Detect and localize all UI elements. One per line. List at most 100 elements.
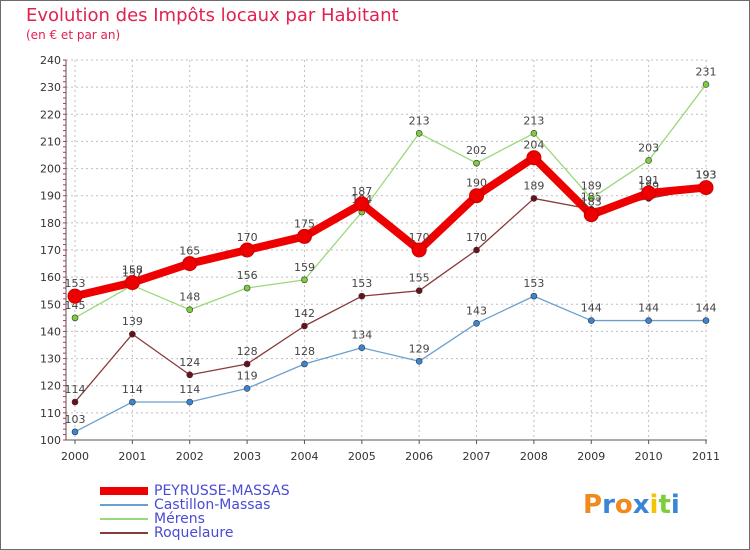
logo-letter: o <box>614 490 633 520</box>
data-label-m-rens: 231 <box>696 65 717 78</box>
data-label-peyrusse-massas: 183 <box>581 196 602 209</box>
point-roquelaure <box>129 330 136 338</box>
chart-subtitle: (en € et par an) <box>26 28 121 42</box>
point-peyrusse-massas <box>296 228 312 244</box>
point-peyrusse-massas <box>583 207 599 223</box>
point-peyrusse-massas <box>641 185 657 201</box>
logo-letter: x <box>632 490 650 520</box>
x-tick-label: 2011 <box>692 450 720 463</box>
series-line-m-rens <box>74 83 707 319</box>
data-label-roquelaure: 153 <box>351 277 372 290</box>
y-tick-label: 160 <box>40 271 61 284</box>
data-label-roquelaure: 114 <box>65 383 86 396</box>
proxiti-logo: Proxiti <box>583 490 680 520</box>
point-m-rens <box>301 276 308 284</box>
series-line-peyrusse-massas <box>71 153 710 301</box>
point-castillon-massas <box>186 398 194 406</box>
point-roquelaure <box>473 246 480 254</box>
point-m-rens <box>702 81 710 88</box>
logo-letter: i <box>649 490 659 520</box>
point-castillon-massas <box>71 428 79 436</box>
point-peyrusse-massas <box>698 180 714 196</box>
point-roquelaure <box>530 195 538 202</box>
data-label-m-rens: 145 <box>65 299 86 312</box>
point-m-rens <box>530 129 538 137</box>
x-tick-label: 2008 <box>520 450 548 463</box>
y-tick-label: 200 <box>40 163 61 176</box>
data-label-castillon-massas: 143 <box>466 304 487 317</box>
data-label-castillon-massas: 153 <box>523 277 544 290</box>
point-castillon-massas <box>129 398 136 406</box>
data-label-roquelaure: 170 <box>466 231 487 244</box>
y-tick-label: 190 <box>40 190 61 203</box>
logo-letter: t <box>658 490 671 520</box>
x-tick-label: 2006 <box>405 450 433 463</box>
y-tick-label: 130 <box>40 353 61 366</box>
point-roquelaure <box>71 398 79 406</box>
legend-label-castillon-massas: Castillon-Massas <box>154 497 271 513</box>
legend-label-m-rens: Mérens <box>154 511 205 527</box>
point-peyrusse-massas <box>469 188 485 204</box>
y-tick-label: 100 <box>40 434 61 447</box>
point-castillon-massas <box>243 385 251 392</box>
data-label-peyrusse-massas: 187 <box>351 185 372 198</box>
point-m-rens <box>71 314 79 322</box>
legend-swatch-roquelaure <box>100 532 148 534</box>
logo-letter: r <box>602 490 615 520</box>
point-m-rens <box>243 284 251 292</box>
y-tick-label: 220 <box>40 108 61 121</box>
data-label-m-rens: 156 <box>237 269 258 282</box>
data-label-m-rens: 202 <box>466 144 487 157</box>
legend-label-peyrusse-massas: PEYRUSSE-MASSAS <box>154 483 290 499</box>
point-castillon-massas <box>645 317 652 324</box>
data-label-roquelaure: 193 <box>696 169 717 182</box>
data-label-m-rens: 203 <box>638 141 659 154</box>
y-tick-label: 240 <box>40 54 61 67</box>
x-tick-label: 2000 <box>61 450 89 463</box>
legend-label-roquelaure: Roquelaure <box>154 525 234 541</box>
x-tick-label: 2010 <box>635 450 663 463</box>
point-peyrusse-massas <box>239 242 255 258</box>
data-label-peyrusse-massas: 204 <box>523 139 544 152</box>
x-tick-label: 2009 <box>577 450 605 463</box>
point-peyrusse-massas <box>526 150 542 166</box>
y-tick-label: 150 <box>40 298 61 311</box>
legend: PEYRUSSE-MASSAS Castillon-Massas Mérens Roq… <box>100 483 290 541</box>
legend-item-roquelaure: Roquelaure <box>100 525 290 541</box>
x-tick-label: 2002 <box>176 450 204 463</box>
point-peyrusse-massas <box>354 196 370 212</box>
data-label-peyrusse-massas: 170 <box>409 231 430 244</box>
x-tick-label: 2003 <box>233 450 261 463</box>
y-tick-label: 110 <box>40 407 61 420</box>
data-label-castillon-massas: 114 <box>122 383 143 396</box>
data-label-peyrusse-massas: 175 <box>294 217 315 230</box>
data-label-peyrusse-massas: 190 <box>466 177 487 190</box>
data-label-m-rens: 157 <box>122 266 143 279</box>
data-label-m-rens: 148 <box>179 291 200 304</box>
x-tick-label: 2005 <box>348 450 376 463</box>
point-roquelaure <box>186 371 194 379</box>
logo-letter: P <box>583 490 603 520</box>
y-tick-label: 120 <box>40 380 61 393</box>
legend-item-m-rens: Mérens <box>100 511 290 527</box>
point-castillon-massas <box>702 317 710 324</box>
data-label-peyrusse-massas: 191 <box>638 174 659 187</box>
point-m-rens <box>473 159 480 167</box>
point-castillon-massas <box>301 360 308 368</box>
data-label-peyrusse-massas: 193 <box>696 169 717 182</box>
data-label-castillon-massas: 128 <box>294 345 315 358</box>
x-tick-label: 2004 <box>290 450 318 463</box>
y-tick-label: 210 <box>40 135 61 148</box>
x-tick-label: 2001 <box>118 450 146 463</box>
legend-item-peyrusse-massas: PEYRUSSE-MASSAS <box>100 483 290 499</box>
data-label-m-rens: 213 <box>523 114 544 127</box>
data-label-peyrusse-massas: 153 <box>65 277 86 290</box>
data-label-roquelaure: 142 <box>294 307 315 320</box>
data-label-m-rens: 189 <box>581 179 602 192</box>
x-tick-label: 2007 <box>463 450 491 463</box>
data-label-castillon-massas: 144 <box>638 302 659 315</box>
legend-swatch-castillon-massas <box>100 504 148 506</box>
point-castillon-massas <box>358 344 366 352</box>
